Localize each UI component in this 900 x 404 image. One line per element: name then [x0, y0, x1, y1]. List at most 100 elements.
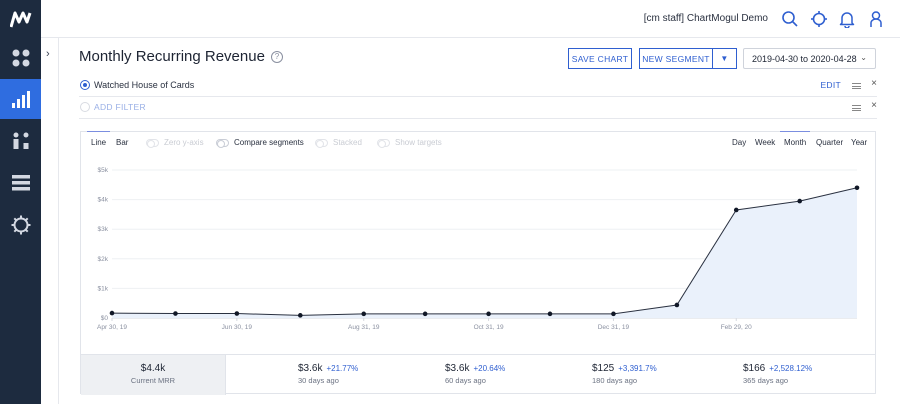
add-filter-radio[interactable] — [80, 102, 90, 112]
data-point — [855, 185, 860, 190]
x-tick-label: Aug 31, 19 — [348, 324, 380, 331]
segment-label: Watched House of Cards — [94, 80, 194, 90]
drag-handle-icon[interactable] — [852, 105, 861, 111]
nav-dashboard[interactable] — [0, 38, 41, 78]
interval-year[interactable]: Year — [851, 138, 867, 147]
interval-day[interactable]: Day — [732, 138, 746, 147]
toggle-switch — [315, 139, 328, 147]
date-range-select[interactable]: 2019-04-30 to 2020-04-28 ⌄ — [743, 48, 876, 69]
current-mrr-label: Current MRR — [81, 376, 225, 385]
search-icon[interactable] — [781, 10, 799, 28]
data-point — [423, 312, 428, 317]
y-tick-label: $3k — [98, 226, 109, 233]
expand-sidebar-chevron-icon[interactable]: › — [46, 48, 56, 64]
stat-365-days: $166 +2,528.12% 365 days ago — [743, 363, 812, 385]
data-point — [548, 312, 553, 317]
show-targets-label: Show targets — [395, 138, 442, 147]
interval-month[interactable]: Month — [784, 138, 806, 147]
page-title: Monthly Recurring Revenue ? — [79, 48, 283, 65]
zero-axis-toggle: Zero y-axis — [146, 138, 204, 147]
date-range-value: 2019-04-30 to 2020-04-28 — [752, 54, 857, 64]
toggle-switch[interactable] — [216, 139, 229, 147]
data-point — [298, 313, 303, 318]
y-tick-label: $0 — [101, 315, 109, 322]
stat-60-days: $3.6k +20.64% 60 days ago — [445, 363, 505, 385]
stat-label: 60 days ago — [445, 376, 505, 385]
new-segment-button[interactable]: NEW SEGMENT — [639, 48, 713, 69]
drag-handle-icon[interactable] — [852, 83, 861, 89]
nav-data[interactable] — [0, 163, 41, 203]
close-icon[interactable]: × — [871, 78, 877, 89]
y-tick-label: $2k — [98, 256, 109, 263]
bar-chart-icon — [11, 89, 31, 109]
sidebar — [0, 0, 41, 404]
stat-30-days: $3.6k +21.77% 30 days ago — [298, 363, 358, 385]
stacked-toggle: Stacked — [315, 138, 362, 147]
interval-week[interactable]: Week — [755, 138, 775, 147]
stat-label: 30 days ago — [298, 376, 358, 385]
y-tick-label: $1k — [98, 285, 109, 292]
x-tick-label: Oct 31, 19 — [474, 324, 504, 331]
add-filter-row: ADD FILTER × — [79, 97, 877, 119]
segment-row: Watched House of Cards EDIT × — [79, 75, 877, 97]
nav-customers[interactable] — [0, 121, 41, 161]
stacked-label: Stacked — [333, 138, 362, 147]
series-area — [112, 188, 857, 318]
current-mrr: $4.4k Current MRR — [81, 355, 226, 395]
show-targets-toggle: Show targets — [377, 138, 442, 147]
stat-value: $3.6k — [298, 363, 322, 374]
divider — [58, 38, 59, 404]
current-mrr-value: $4.4k — [81, 363, 225, 374]
interval-quarter[interactable]: Quarter — [816, 138, 843, 147]
help-icon[interactable]: ? — [271, 51, 283, 63]
chart-card: Line Bar Zero y-axis Compare segments St… — [80, 131, 876, 394]
stat-percent: +21.77% — [326, 364, 358, 373]
nav-analytics[interactable] — [0, 79, 41, 119]
data-point — [734, 208, 739, 213]
y-tick-label: $4k — [98, 197, 109, 204]
stat-value: $3.6k — [445, 363, 469, 374]
zero-axis-label: Zero y-axis — [164, 138, 204, 147]
data-point — [797, 199, 802, 204]
bell-icon[interactable] — [838, 10, 856, 28]
x-tick-label: Jun 30, 19 — [222, 324, 253, 331]
stat-value: $125 — [592, 363, 614, 374]
summary-bar: $4.4k Current MRR $3.6k +21.77% 30 days a… — [81, 354, 875, 394]
toggle-switch — [377, 139, 390, 147]
stat-percent: +3,391.7% — [618, 364, 656, 373]
compare-segments-label: Compare segments — [234, 138, 304, 147]
add-filter-link[interactable]: ADD FILTER — [94, 102, 146, 112]
edit-segment-link[interactable]: EDIT — [820, 80, 841, 90]
x-tick-label: Feb 29, 20 — [721, 324, 752, 331]
tab-bar[interactable]: Bar — [116, 138, 128, 147]
dashboard-icon — [11, 48, 31, 68]
stat-label: 365 days ago — [743, 376, 812, 385]
user-icon[interactable] — [867, 10, 885, 28]
crosshair-icon[interactable] — [810, 10, 828, 28]
chevron-down-icon: ⌄ — [860, 53, 867, 62]
x-tick-label: Dec 31, 19 — [598, 324, 630, 331]
data-point — [675, 303, 680, 308]
data-point — [173, 311, 178, 316]
top-bar — [41, 0, 900, 38]
account-label[interactable]: [cm staff] ChartMogul Demo — [644, 13, 768, 24]
close-icon[interactable]: × — [871, 100, 877, 111]
stat-percent: +2,528.12% — [769, 364, 812, 373]
segment-radio[interactable] — [80, 80, 90, 90]
data-point — [361, 312, 366, 317]
save-chart-button[interactable]: SAVE CHART — [568, 48, 632, 69]
data-point — [235, 311, 240, 316]
compare-segments-toggle[interactable]: Compare segments — [216, 138, 304, 147]
gear-icon — [11, 215, 31, 235]
data-point — [611, 312, 616, 317]
toggle-switch — [146, 139, 159, 147]
x-tick-label: Apr 30, 19 — [97, 324, 127, 331]
y-tick-label: $5k — [98, 167, 109, 174]
stat-value: $166 — [743, 363, 765, 374]
mrr-line-chart[interactable]: $0 $1k $2k $3k $4k $5k Apr 30, 19 Jun 30, 19 Aug… — [81, 154, 875, 354]
tab-line[interactable]: Line — [91, 138, 106, 147]
nav-settings[interactable] — [0, 205, 41, 245]
chartmogul-logo-icon[interactable] — [10, 10, 32, 28]
segment-dropdown-caret-icon[interactable]: ▼ — [712, 48, 737, 69]
